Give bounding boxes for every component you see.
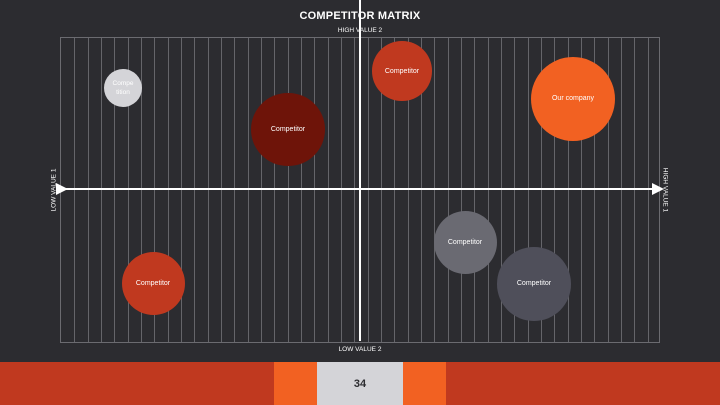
axis-label-bottom: LOW VALUE 2 [338, 346, 382, 353]
bubble-2: Competitor [372, 41, 432, 101]
bubble-label: Competitor [270, 125, 306, 133]
footer-accent-right [403, 362, 446, 405]
bubble-label: Our company [551, 95, 595, 103]
bubble-1: Compe tition [103, 68, 143, 108]
bubble-label: Competitor [384, 67, 420, 75]
axis-label-top: HIGH VALUE 2 [337, 27, 383, 34]
bubble-6: Competitor [497, 247, 571, 321]
bubble-label: Compe tition [112, 80, 134, 97]
bubble-5: Competitor [433, 211, 497, 275]
axis-label-right: HIGH VALUE 1 [661, 167, 669, 213]
bubble-label: Competitor [135, 280, 171, 288]
page-number: 34 [317, 362, 403, 405]
bubble-label: Competitor [447, 239, 483, 247]
bubble-3: Our company [531, 56, 615, 141]
axis-label-left: LOW VALUE 1 [50, 168, 58, 212]
bubble-7: Competitor [121, 252, 185, 316]
bubble-4: Competitor [251, 92, 325, 167]
bubble-label: Competitor [516, 280, 552, 288]
footer-accent-left [274, 362, 317, 405]
